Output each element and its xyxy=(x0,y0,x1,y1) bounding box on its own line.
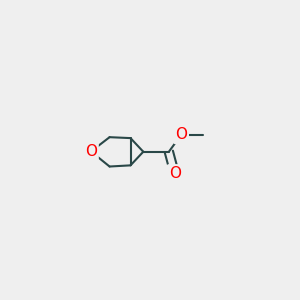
Text: O: O xyxy=(175,128,187,142)
Text: O: O xyxy=(85,144,97,159)
Text: O: O xyxy=(169,166,181,181)
